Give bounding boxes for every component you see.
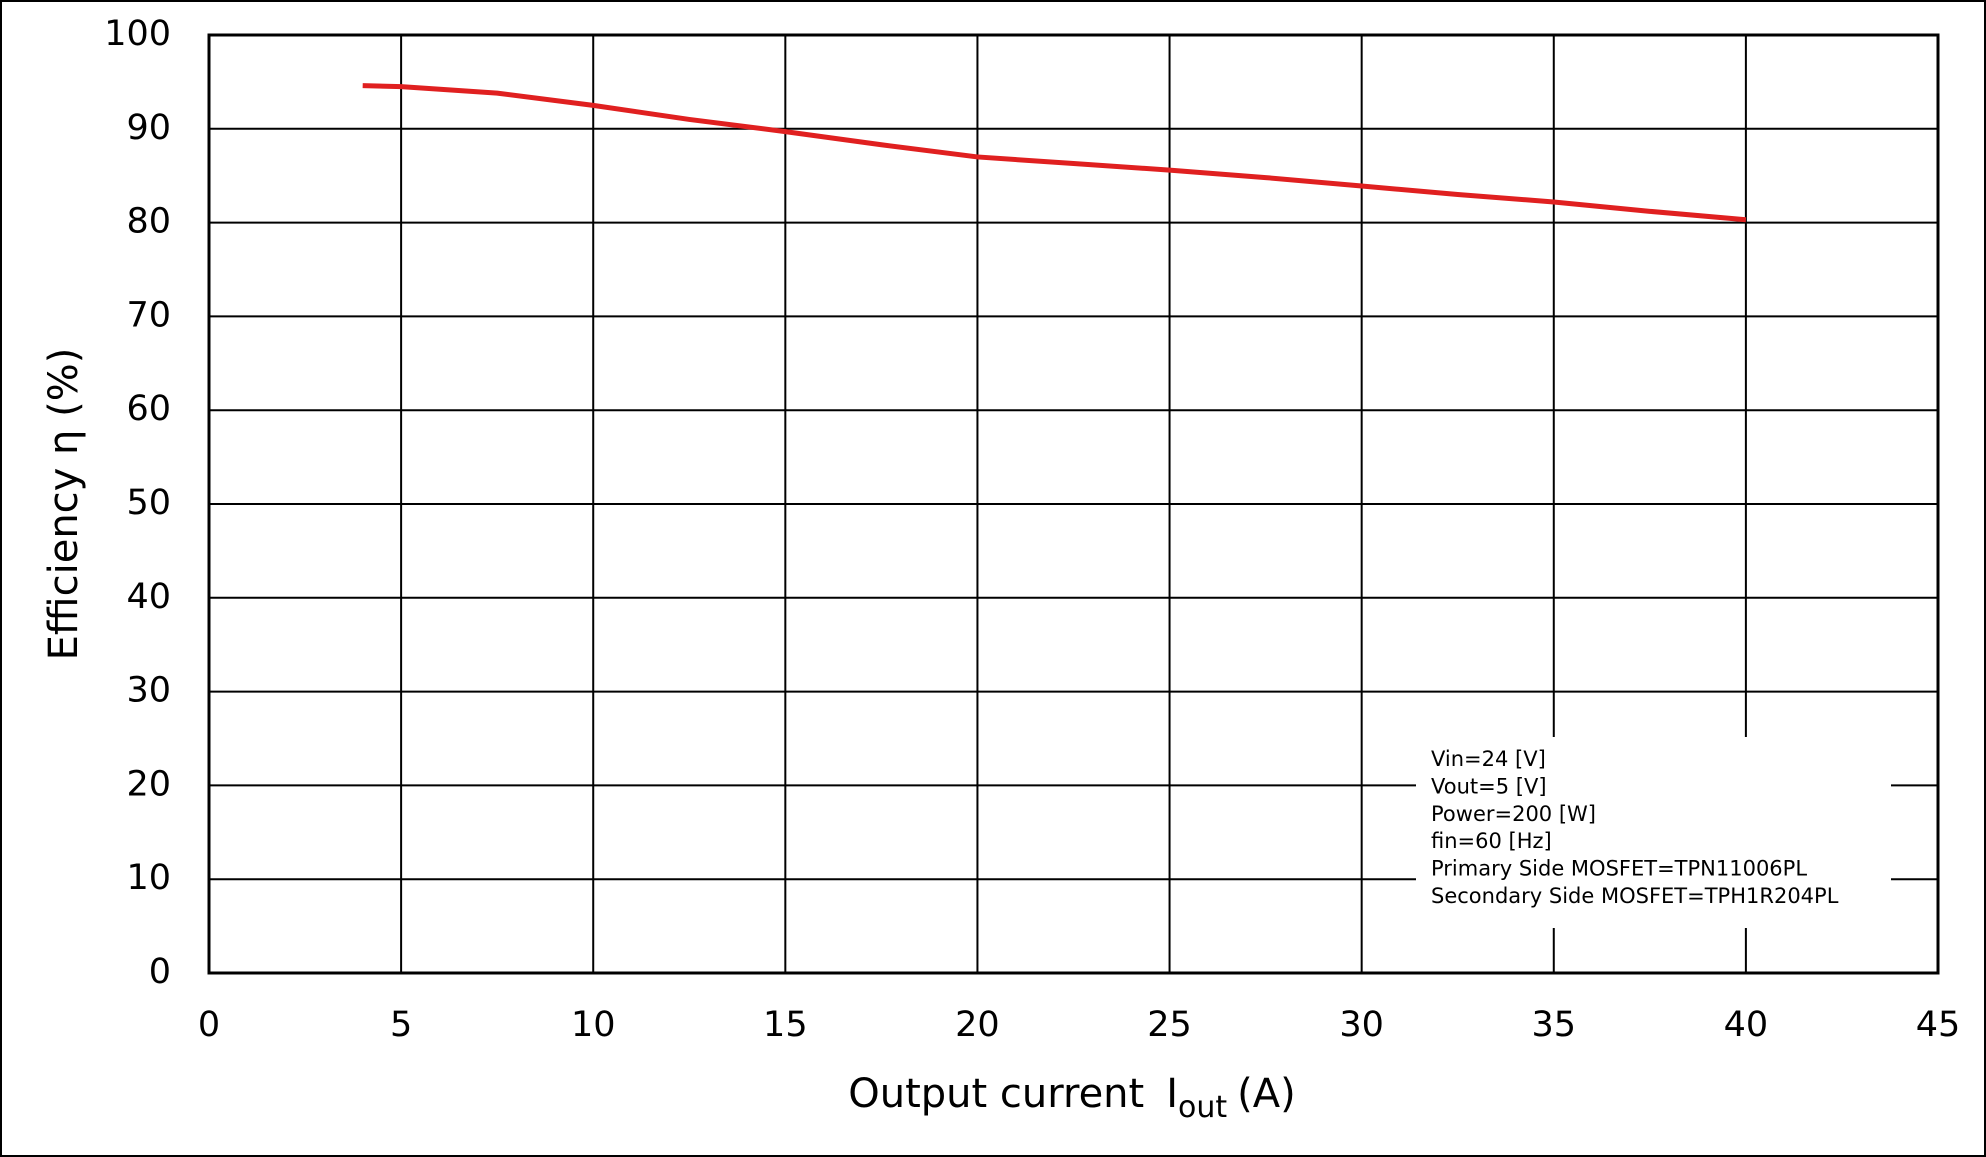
y-tick-label: 10	[126, 858, 171, 898]
x-tick-label: 35	[1532, 1005, 1577, 1045]
annotation-box	[1416, 737, 1891, 928]
y-tick-label: 20	[126, 764, 171, 804]
x-tick-label: 5	[390, 1005, 412, 1045]
x-tick-label: 40	[1724, 1005, 1769, 1045]
x-label-unit: (A)	[1237, 1071, 1296, 1117]
x-tick-label: 20	[955, 1005, 1000, 1045]
y-tick-label: 70	[126, 295, 171, 335]
x-tick-label: 30	[1339, 1005, 1384, 1045]
x-label-text: Output current	[848, 1071, 1144, 1117]
annotation: Secondary Side MOSFET=TPH1R204PL	[1431, 884, 1839, 908]
y-tick-label: 0	[149, 952, 171, 992]
x-tick-label: 10	[571, 1005, 616, 1045]
y-tick-label: 40	[126, 577, 171, 617]
x-tick-label: 0	[198, 1005, 220, 1045]
annotation: fin=60 [Hz]	[1431, 829, 1552, 853]
annotation: Primary Side MOSFET=TPN11006PL	[1431, 857, 1807, 881]
annotation: Power=200 [W]	[1431, 802, 1596, 826]
annotation: Vin=24 [V]	[1431, 747, 1546, 771]
y-axis-label: Efficiency η (%)	[41, 348, 87, 661]
y-tick-label: 100	[104, 14, 171, 54]
x-tick-label: 15	[763, 1005, 808, 1045]
y-tick-label: 80	[126, 202, 171, 242]
plot-frame	[207, 33, 1940, 975]
x-tick-label: 45	[1916, 1005, 1961, 1045]
x-tick-label: 25	[1147, 1005, 1192, 1045]
x-label-subscript: out	[1178, 1090, 1227, 1125]
y-tick-label: 60	[126, 389, 171, 429]
y-tick-label: 90	[126, 108, 171, 148]
annotation: Vout=5 [V]	[1431, 774, 1547, 798]
x-axis-label: Output current Iout (A)	[848, 1071, 1295, 1125]
data-line	[362, 83, 1747, 223]
y-tick-label: 50	[126, 483, 171, 523]
y-tick-label: 30	[126, 671, 171, 711]
x-label-symbol: I	[1166, 1071, 1178, 1117]
